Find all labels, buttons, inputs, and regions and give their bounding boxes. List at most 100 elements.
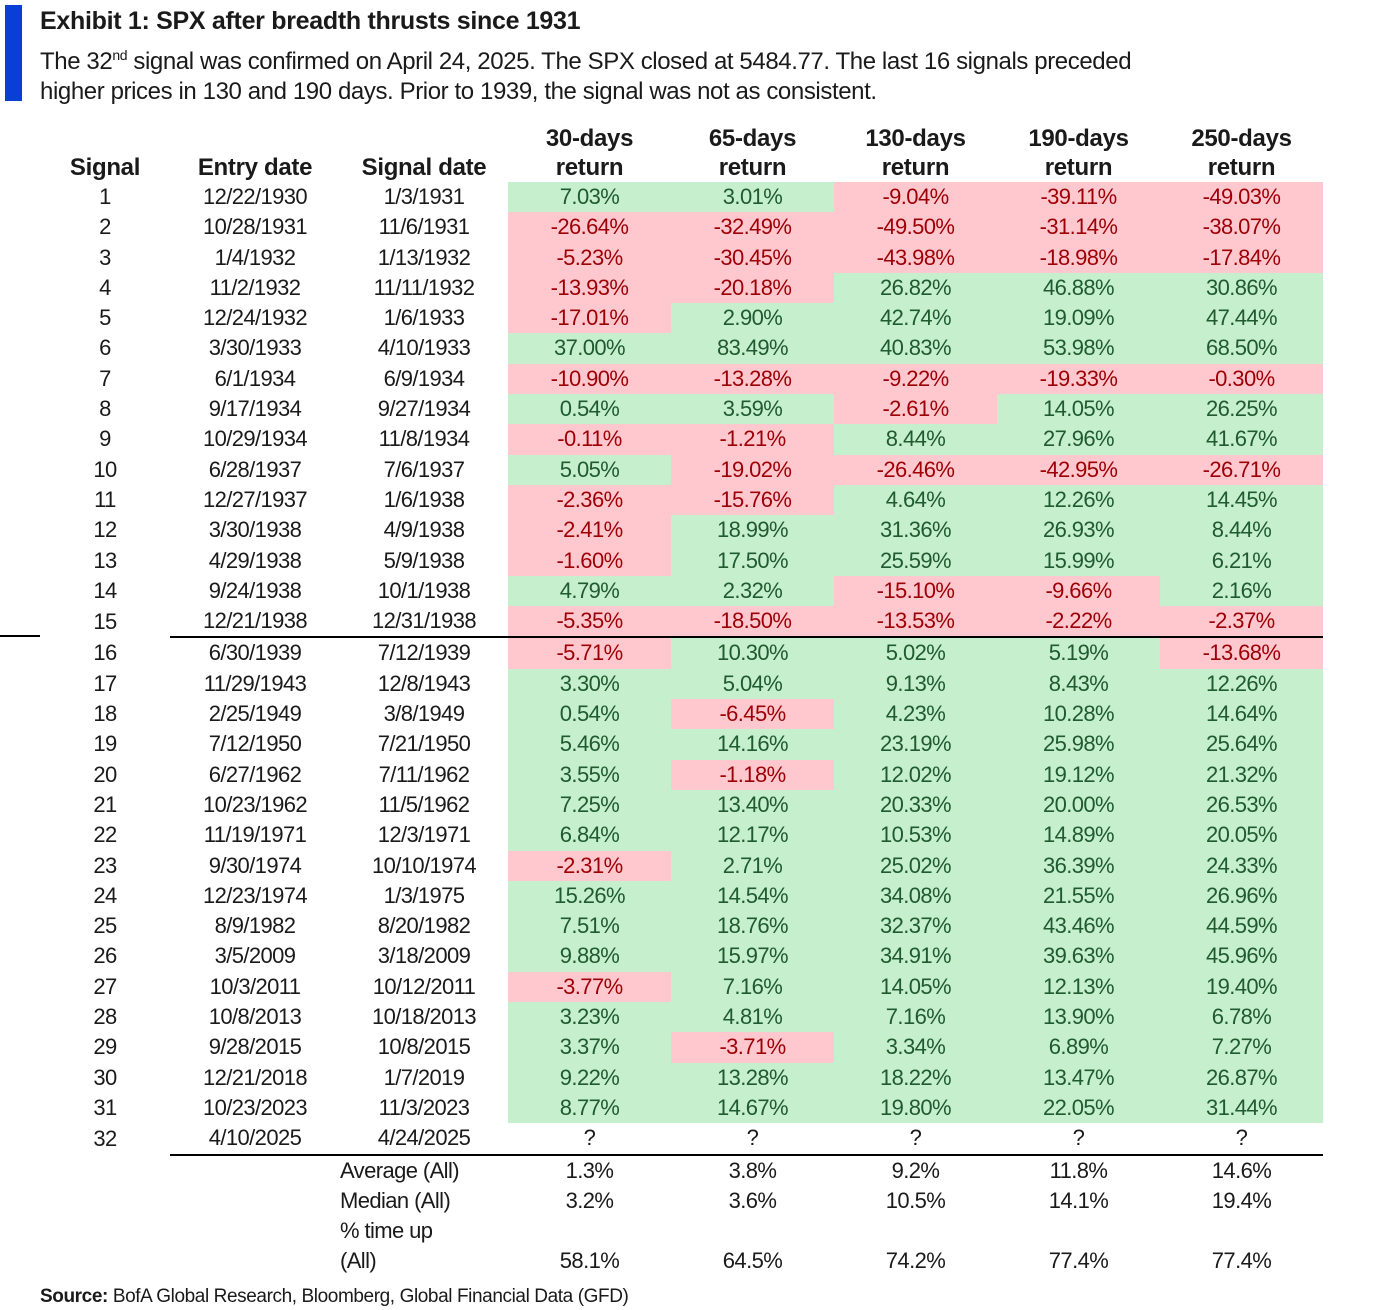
return-cell: 14.89% xyxy=(997,820,1160,851)
return-cell: 18.99% xyxy=(671,515,834,546)
return-cell: 7.16% xyxy=(834,1002,997,1033)
signal-date: 10/12/2011 xyxy=(372,973,476,999)
return-cell: -0.11% xyxy=(508,424,671,455)
entry-date: 9/24/1938 xyxy=(208,577,302,603)
return-cell: 25.02% xyxy=(834,850,997,881)
header-line xyxy=(170,124,340,153)
return-cell: 8.44% xyxy=(834,424,997,455)
return-cell: -15.76% xyxy=(671,484,834,516)
table-row: 1 12/22/1930 1/3/1931 7.03% 3.01% -9.04% -39.1… xyxy=(40,182,1323,213)
signal-date: 1/6/1938 xyxy=(383,486,465,512)
subtitle-superscript: nd xyxy=(112,47,128,63)
summary-value xyxy=(997,1216,1160,1246)
column-header: 250-days return xyxy=(1160,118,1323,182)
summary-value: 14.1% xyxy=(1048,1187,1109,1213)
return-cell: 20.00% xyxy=(997,789,1160,821)
signal-date: 1/3/1975 xyxy=(383,882,465,908)
return-cell: -26.46% xyxy=(834,454,997,485)
signal-number: 25 xyxy=(93,913,117,939)
entry-date: 11/19/1971 xyxy=(203,822,307,848)
signal-number: 30 xyxy=(93,1064,117,1090)
signals-table: Signal Entry date Signal date 30-days retu… xyxy=(40,118,1323,1277)
return-cell: 18.22% xyxy=(834,1062,997,1093)
entry-date: 6/27/1962 xyxy=(208,761,302,787)
return-cell: 3.01% xyxy=(671,182,834,213)
return-cell: -5.35% xyxy=(508,606,671,639)
signal-date: 12/3/1971 xyxy=(377,822,471,848)
return-cell: 2.32% xyxy=(671,575,834,607)
column-header: 190-days return xyxy=(997,118,1160,182)
signal-date: 12/8/1943 xyxy=(377,670,471,696)
return-cell: 12.13% xyxy=(997,971,1160,1003)
return-cell: ? xyxy=(508,1123,671,1156)
entry-date: 7/12/1950 xyxy=(208,731,302,757)
return-cell: 34.08% xyxy=(834,880,997,912)
table-row: 21 10/23/1962 11/5/1962 7.25% 13.40% 20.33% 20… xyxy=(40,789,1323,821)
return-cell: 19.12% xyxy=(997,759,1160,790)
return-cell: 10.28% xyxy=(997,699,1160,730)
header-line: Entry date xyxy=(197,154,313,181)
return-cell: 13.90% xyxy=(997,1002,1160,1033)
signal-number: 1 xyxy=(99,184,111,209)
signal-date: 11/8/1934 xyxy=(378,426,470,452)
return-cell: -18.98% xyxy=(997,242,1160,273)
signal-number: 4 xyxy=(99,274,111,300)
return-cell: -17.01% xyxy=(508,303,671,334)
summary-label: Median (All) xyxy=(340,1187,451,1213)
return-cell: ? xyxy=(671,1123,834,1156)
return-cell: 12.02% xyxy=(834,759,997,790)
header-line: Signal date xyxy=(361,154,487,181)
table-row: 32 4/10/2025 4/24/2025????? xyxy=(40,1123,1323,1156)
return-cell: 43.46% xyxy=(997,911,1160,942)
return-cell: 31.44% xyxy=(1160,1092,1323,1124)
column-header: Signal date xyxy=(340,118,508,182)
signal-number: 32 xyxy=(93,1125,117,1151)
entry-date: 12/21/1938 xyxy=(170,606,340,639)
return-cell: 12.26% xyxy=(997,484,1160,516)
column-header: Signal xyxy=(40,118,170,182)
return-cell: 26.25% xyxy=(1160,394,1323,425)
return-cell: 6.21% xyxy=(1160,545,1323,576)
return-cell: -10.90% xyxy=(508,363,671,395)
signal-number: 11 xyxy=(94,486,116,512)
subtitle-text: The 32 xyxy=(40,48,113,75)
signal-number: 28 xyxy=(93,1004,117,1030)
header-line: return xyxy=(718,154,787,181)
return-cell: 27.96% xyxy=(997,424,1160,455)
return-cell: -2.61% xyxy=(834,394,997,425)
return-cell: 3.30% xyxy=(508,668,671,700)
entry-date: 12/23/1974 xyxy=(202,882,308,908)
return-cell: 14.64% xyxy=(1160,699,1323,730)
return-cell: -3.77% xyxy=(508,971,671,1003)
signal-date: 7/6/1937 xyxy=(383,456,465,482)
table-row: 22 11/19/1971 12/3/1971 6.84% 12.17% 10.53% 14… xyxy=(40,820,1323,851)
source-note: Source: BofA Global Research, Bloomberg,… xyxy=(40,1286,629,1308)
return-cell: 18.76% xyxy=(671,911,834,942)
return-cell: 47.44% xyxy=(1160,303,1323,334)
table-row: 6 3/30/1933 4/10/1933 37.00% 83.49% 40.83% 53.… xyxy=(40,333,1323,364)
summary-value: 9.2% xyxy=(891,1157,940,1183)
entry-date: 11/2/1932 xyxy=(209,274,301,300)
return-cell: -6.45% xyxy=(671,699,834,730)
return-cell: -49.50% xyxy=(834,212,997,243)
return-cell: 15.99% xyxy=(997,545,1160,576)
table-row: 29 9/28/2015 10/8/2015 3.37% -3.71% 3.34% 6.89… xyxy=(40,1032,1323,1063)
return-cell: 3.34% xyxy=(834,1032,997,1063)
signal-date: 1/13/1932 xyxy=(377,244,471,270)
return-cell: 7.51% xyxy=(508,911,671,942)
return-cell: 4.79% xyxy=(508,575,671,607)
summary-row: % time up xyxy=(40,1216,1323,1246)
return-cell: 3.55% xyxy=(508,759,671,790)
return-cell: 5.04% xyxy=(671,668,834,700)
return-cell: 13.40% xyxy=(671,789,834,821)
return-cell: -15.10% xyxy=(834,575,997,607)
return-cell: 21.32% xyxy=(1160,759,1323,790)
table-row: 10 6/28/1937 7/6/1937 5.05% -19.02% -26.46% -4… xyxy=(40,454,1323,485)
header-line: return xyxy=(1207,154,1276,181)
return-cell: 14.16% xyxy=(671,729,834,760)
return-cell: 39.63% xyxy=(997,941,1160,972)
signal-number: 17 xyxy=(93,670,117,696)
return-cell: 4.81% xyxy=(671,1002,834,1033)
header-line xyxy=(340,124,508,153)
table-row: 11 12/27/1937 1/6/1938 -2.36% -15.76% 4.64% 12… xyxy=(40,484,1323,516)
